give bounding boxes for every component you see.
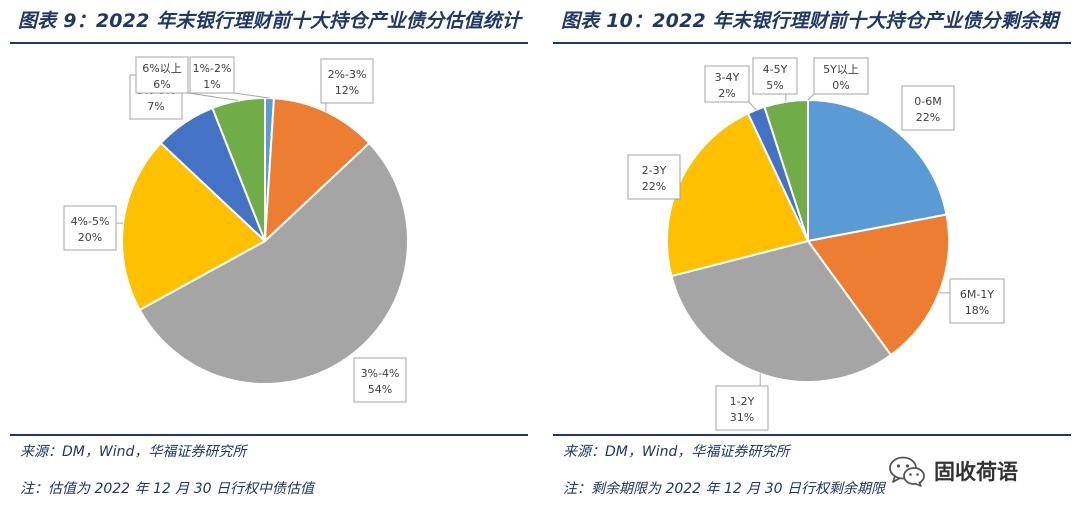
data-label-6m-1y: 6M-1Y 18% [949, 278, 1005, 324]
pie-slice-2pct-3pct [263, 97, 371, 244]
data-label-box [320, 58, 374, 104]
source-note: 来源：DM，Wind，华福证券研究所 [563, 444, 790, 460]
data-label-1pct-2pct: 1%-2% 1% [189, 56, 235, 94]
value-label: 20% [78, 231, 102, 244]
pie-slice-3pct-4pct [138, 141, 410, 385]
title-divider [553, 42, 1071, 44]
category-label: 3-4Y [715, 71, 740, 84]
pie-slice-6m-1y [806, 213, 950, 357]
source-divider [10, 434, 528, 436]
category-label: 2-3Y [642, 164, 667, 177]
data-label-3-4y: 3-4Y 2% [704, 65, 750, 103]
data-label-box [752, 57, 798, 95]
data-label-box [627, 154, 681, 200]
value-label: 0% [832, 79, 849, 92]
pie-slices [121, 96, 410, 385]
data-label-4-5y: 4-5Y 5% [752, 57, 798, 95]
data-label-2-3y: 2-3Y 22% [627, 154, 681, 200]
data-label-box [353, 357, 407, 403]
data-label-4pct-5pct: 4%-5% 20% [63, 205, 117, 251]
value-label: 12% [335, 84, 359, 97]
title-divider [10, 42, 528, 44]
data-label-0-6m: 0-6M 22% [901, 85, 955, 131]
pie-slice-0-6m [807, 98, 948, 243]
data-label-box [949, 278, 1005, 324]
data-label-box [715, 385, 769, 431]
pie-chart-maturity: 0-6M 22% 6M-1Y 18% 1-2Y 31% 2-3Y 22% 3-4Y 2% 4-5Y 5… [627, 57, 1005, 431]
watermark: 固收荷语 [888, 451, 1068, 491]
data-label-box [63, 205, 117, 251]
data-label-box [901, 85, 955, 131]
value-label: 22% [916, 111, 940, 124]
pie-slices [666, 98, 950, 383]
source-divider [553, 434, 1071, 436]
category-label: 6M-1Y [960, 288, 994, 301]
data-label-3pct-4pct: 3%-4% 54% [353, 357, 407, 403]
pie-slice-1-2y [670, 239, 893, 383]
data-label-box [813, 57, 869, 95]
category-label: 4%-5% [71, 215, 110, 228]
wechat-icon [889, 456, 925, 487]
category-label: 3%-4% [361, 367, 400, 380]
leader-line-6pctplus [187, 92, 239, 101]
data-label-box [704, 65, 750, 103]
value-label: 31% [730, 411, 754, 424]
pie-slice-4pct-5pct [121, 141, 267, 312]
watermark-text: 固收荷语 [934, 460, 1018, 484]
data-label-box [135, 56, 189, 94]
pie-slice-4-5y [763, 98, 809, 242]
data-label-2pct-3pct: 2%-3% 12% [320, 58, 374, 104]
value-label: 2% [718, 87, 735, 100]
category-label: 1%-2% [193, 62, 232, 75]
data-label-6pctplus: 6%以上 6% [135, 56, 189, 94]
data-label-5yplus: 5Y以上 0% [813, 57, 869, 95]
value-label: 6% [153, 78, 170, 91]
value-label: 54% [368, 383, 392, 396]
chart-panel-maturity: 图表 10：2022 年末银行理财前十大持仓产业债分剩余期 0-6M 22% 6M-… [553, 0, 1071, 517]
chart-title: 图表 10：2022 年末银行理财前十大持仓产业债分剩余期 [561, 10, 1059, 32]
data-label-1-2y: 1-2Y 31% [715, 385, 769, 431]
value-label: 22% [642, 180, 666, 193]
value-label: 5% [766, 79, 783, 92]
pie-slice-6pctplus [211, 96, 266, 242]
data-label-box [189, 56, 235, 94]
value-label: 7% [147, 100, 164, 113]
category-label: 6%以上 [142, 62, 181, 75]
category-label: 1-2Y [730, 395, 755, 408]
value-label: 1% [203, 78, 220, 91]
category-label: 2%-3% [328, 68, 367, 81]
source-note: 来源：DM，Wind，华福证券研究所 [20, 444, 247, 460]
leader-line-3-4y [748, 101, 757, 111]
category-label: 0-6M [914, 95, 941, 108]
category-label: 5Y以上 [823, 63, 859, 76]
chart-panel-valuation: 图表 9：2022 年末银行理财前十大持仓产业债分估值统计 1%-2% 1% 2%-… [10, 0, 528, 517]
pie-chart-valuation: 1%-2%1%2%-3%12%3%-4%54%4%-5%20%5%-6%7%6%… [63, 56, 410, 403]
footnote: 注：估值为 2022 年 12 月 30 日行权中债估值 [20, 481, 314, 497]
category-label: 4-5Y [763, 63, 788, 76]
chart-title: 图表 9：2022 年末银行理财前十大持仓产业债分估值统计 [18, 10, 522, 32]
value-label: 18% [965, 304, 989, 317]
footnote: 注：剩余期限为 2022 年 12 月 30 日行权剩余期限 [563, 481, 885, 497]
leader-line-5yplus [807, 93, 815, 101]
leader-line-1pct-2pct [233, 92, 270, 99]
